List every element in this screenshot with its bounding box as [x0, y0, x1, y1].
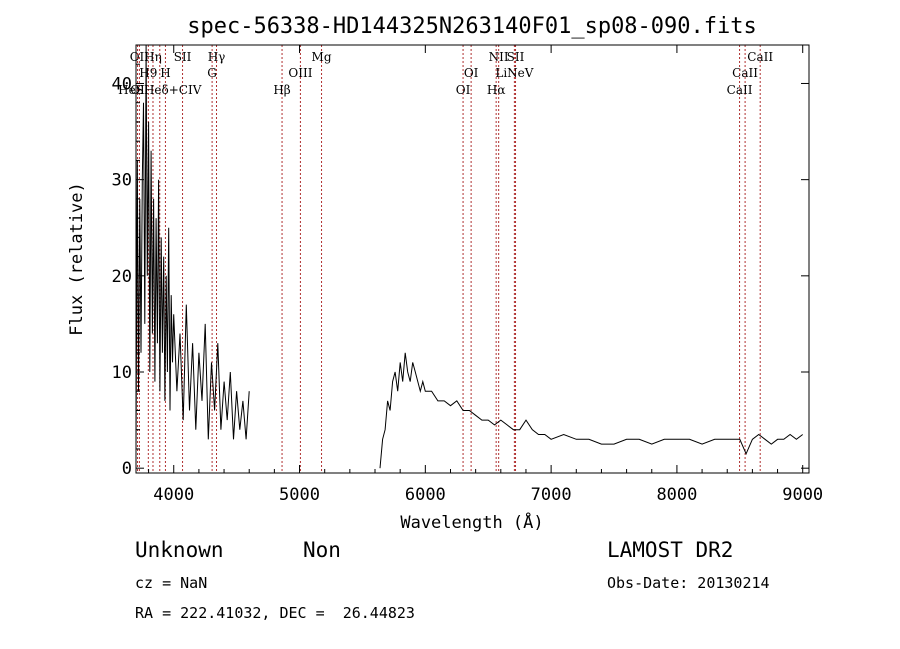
spectral-line-label: H	[160, 66, 170, 80]
x-axis-ticks: 4000 5000 6000 7000 8000 9000	[148, 45, 823, 505]
chart-title: spec-56338-HD144325N263140F01_sp08-090.f…	[187, 14, 757, 39]
obs-date: Obs-Date: 20130214	[607, 574, 770, 592]
redshift-cz: cz = NaN	[135, 574, 208, 592]
x-tick-label: 9000	[782, 485, 823, 505]
survey-label: LAMOST DR2	[607, 538, 734, 562]
spectral-line-label: LiNeV	[495, 66, 533, 80]
x-tick-label: 4000	[153, 485, 194, 505]
class-label: Unknown	[135, 538, 224, 562]
plot-frame	[135, 44, 810, 474]
x-tick-label: 6000	[405, 485, 446, 505]
spectral-line-label: OII	[130, 50, 150, 64]
spectrum-line	[135, 44, 250, 450]
y-tick-label: 20	[112, 267, 132, 287]
spectral-line-label: Hα	[487, 83, 506, 97]
spectral-line-label: Mg	[312, 50, 332, 64]
spectrum-series	[135, 44, 804, 469]
spectrum-line	[379, 352, 804, 469]
x-tick-label: 5000	[279, 485, 320, 505]
spectral-line-label: HeSHeδ+CIV	[118, 83, 202, 97]
x-tick-label: 8000	[656, 485, 697, 505]
spectral-line-label: OI	[456, 83, 471, 97]
spectral-line-label: G	[207, 66, 217, 80]
spectral-line-label: CaII	[732, 66, 758, 80]
y-tick-label: 30	[112, 171, 132, 191]
y-tick-label: 10	[112, 363, 132, 383]
spectral-line-label: OI	[130, 83, 145, 97]
spectral-line-label: SII	[507, 50, 525, 64]
spectral-line-label: OIII	[288, 66, 312, 80]
subclass-label: Non	[303, 538, 341, 562]
spectral-line-label: Hη	[144, 50, 162, 64]
spectral-line-label: Hγ	[208, 50, 226, 64]
x-axis-label: Wavelength (Å)	[400, 511, 543, 533]
spectral-line-label: CaII	[747, 50, 773, 64]
y-tick-label: 40	[112, 74, 132, 94]
y-axis-ticks: 0 10 20 30 40	[112, 44, 809, 479]
spectral-line-label: SII	[174, 50, 192, 64]
x-tick-label: 7000	[531, 485, 572, 505]
spectral-line-label: Hβ	[273, 83, 290, 97]
spectral-line-label: CaII	[727, 83, 753, 97]
y-tick-label: 0	[122, 459, 132, 479]
spectral-line-label: OI	[464, 66, 479, 80]
spectral-line-label: NII	[489, 50, 509, 64]
spectral-line-label: H9	[139, 66, 157, 80]
coordinates: RA = 222.41032, DEC = 26.44823	[135, 604, 415, 622]
y-axis-label: Flux (relative)	[67, 182, 87, 336]
